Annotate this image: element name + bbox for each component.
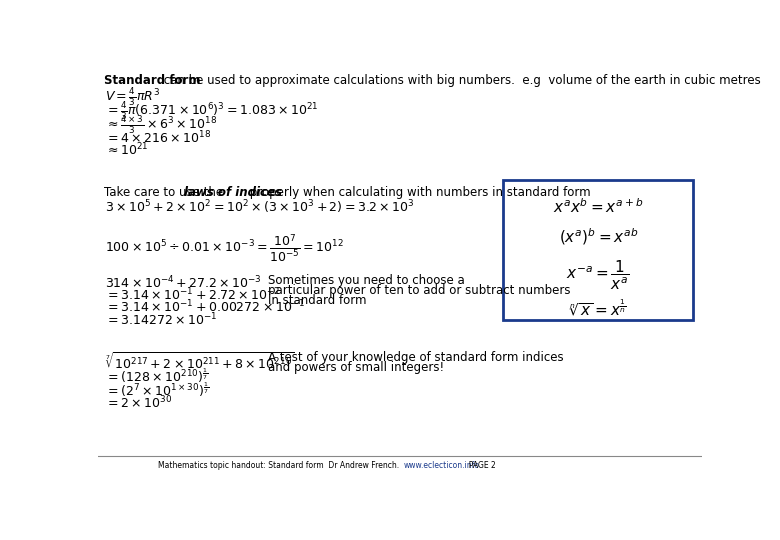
Text: $100\times10^5 \div 0.01\times10^{-3} = \dfrac{10^7}{10^{-5}} = 10^{12}$: $100\times10^5 \div 0.01\times10^{-3} = … bbox=[105, 233, 344, 265]
Text: Standard form: Standard form bbox=[104, 74, 200, 87]
Text: $= \left(2^7\times10^{1\times30}\right)^{\frac{1}{7}}$: $= \left(2^7\times10^{1\times30}\right)^… bbox=[105, 381, 210, 399]
Text: $\approx 10^{21}$: $\approx 10^{21}$ bbox=[105, 142, 149, 158]
Text: $= \left(128\times10^{210}\right)^{\frac{1}{7}}$: $= \left(128\times10^{210}\right)^{\frac… bbox=[105, 367, 208, 385]
Text: in standard form: in standard form bbox=[268, 294, 367, 307]
Text: $\sqrt[7]{10^{217} + 2\times10^{211} + 8\times10^{210}}$: $\sqrt[7]{10^{217} + 2\times10^{211} + 8… bbox=[105, 351, 295, 373]
Text: $= 2\times10^{30}$: $= 2\times10^{30}$ bbox=[105, 394, 172, 411]
Text: $314\times10^{-4} + 27.2\times10^{-3}$: $314\times10^{-4} + 27.2\times10^{-3}$ bbox=[105, 274, 262, 291]
Text: $x^{-a} = \dfrac{1}{x^a}$: $x^{-a} = \dfrac{1}{x^a}$ bbox=[566, 259, 630, 292]
Text: particular power of ten to add or subtract numbers: particular power of ten to add or subtra… bbox=[268, 284, 570, 297]
Text: $= 4\times216\times10^{18}$: $= 4\times216\times10^{18}$ bbox=[105, 130, 211, 146]
Text: properly when calculating with numbers in standard form: properly when calculating with numbers i… bbox=[246, 186, 591, 199]
Text: PAGE 2: PAGE 2 bbox=[464, 461, 496, 470]
Text: $\approx \frac{4\times3}{3}\times6^3\times10^{18}$: $\approx \frac{4\times3}{3}\times6^3\tim… bbox=[105, 114, 218, 136]
Text: Sometimes you need to choose a: Sometimes you need to choose a bbox=[268, 274, 465, 287]
FancyBboxPatch shape bbox=[503, 180, 693, 320]
Text: $= 3.14\times10^{-1} + 0.00272\times10^{-1}$: $= 3.14\times10^{-1} + 0.00272\times10^{… bbox=[105, 299, 306, 315]
Text: $= 3.14\times10^{-1} + 2.72\times10^{-2}$: $= 3.14\times10^{-1} + 2.72\times10^{-2}… bbox=[105, 287, 281, 303]
Text: $V = \frac{4}{3}\pi R^3$: $V = \frac{4}{3}\pi R^3$ bbox=[105, 86, 160, 108]
Text: $x^a x^b = x^{a+b}$: $x^a x^b = x^{a+b}$ bbox=[553, 197, 644, 216]
Text: laws of indices: laws of indices bbox=[184, 186, 282, 199]
Text: www.eclecticon.info: www.eclecticon.info bbox=[403, 461, 480, 470]
Text: A test of your knowledge of standard form indices: A test of your knowledge of standard for… bbox=[268, 351, 564, 364]
Text: $\sqrt[n]{x} = x^{\frac{1}{n}}$: $\sqrt[n]{x} = x^{\frac{1}{n}}$ bbox=[569, 299, 627, 320]
Text: $= 3.14272\times10^{-1}$: $= 3.14272\times10^{-1}$ bbox=[105, 311, 218, 328]
Text: $= \frac{4}{3}\pi\left(6.371\times10^6\right)^3 = 1.083\times10^{21}$: $= \frac{4}{3}\pi\left(6.371\times10^6\r… bbox=[105, 100, 319, 122]
Text: $(x^a)^b = x^{ab}$: $(x^a)^b = x^{ab}$ bbox=[558, 226, 638, 247]
Text: Take care to use the: Take care to use the bbox=[104, 186, 226, 199]
Text: and powers of small integers!: and powers of small integers! bbox=[268, 361, 444, 374]
Text: can be used to approximate calculations with big numbers.  e.g  volume of the ea: can be used to approximate calculations … bbox=[160, 74, 761, 87]
Text: Mathematics topic handout: Standard form  Dr Andrew French.: Mathematics topic handout: Standard form… bbox=[158, 461, 403, 470]
Text: $3\times10^5 + 2\times10^2 = 10^2\times\left(3\times10^3+2\right) = 3.2\times10^: $3\times10^5 + 2\times10^2 = 10^2\times\… bbox=[105, 199, 415, 217]
